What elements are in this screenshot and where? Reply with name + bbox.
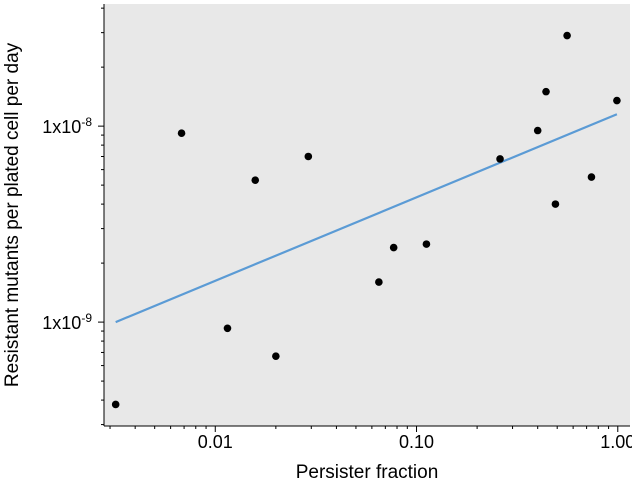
data-point — [223, 324, 232, 333]
data-point — [304, 152, 313, 161]
data-point — [542, 87, 550, 96]
data-point — [551, 200, 560, 208]
data-point — [251, 176, 260, 184]
data-point — [389, 243, 398, 252]
plot-area-background — [104, 4, 630, 426]
regression-line — [115, 113, 618, 324]
data-point — [111, 400, 120, 409]
x-tick-label: 0.01 — [198, 432, 233, 452]
data-point — [272, 352, 280, 360]
data-point — [177, 129, 186, 138]
data-point — [375, 278, 383, 286]
data-point — [422, 240, 431, 248]
data-point — [533, 126, 542, 135]
x-tick-label: 0.10 — [399, 432, 434, 452]
data-point — [613, 96, 621, 105]
data-point — [587, 173, 596, 181]
y-tick-label: 1x10-9 — [42, 311, 92, 333]
x-tick-label: 1.00 — [600, 432, 632, 452]
y-axis-title: Resistant mutants per plated cell per da… — [2, 42, 23, 387]
y-tick-label: 1x10-8 — [42, 115, 92, 137]
x-axis-title: Persister fraction — [296, 462, 439, 483]
data-point — [496, 155, 504, 163]
data-point — [563, 31, 571, 40]
